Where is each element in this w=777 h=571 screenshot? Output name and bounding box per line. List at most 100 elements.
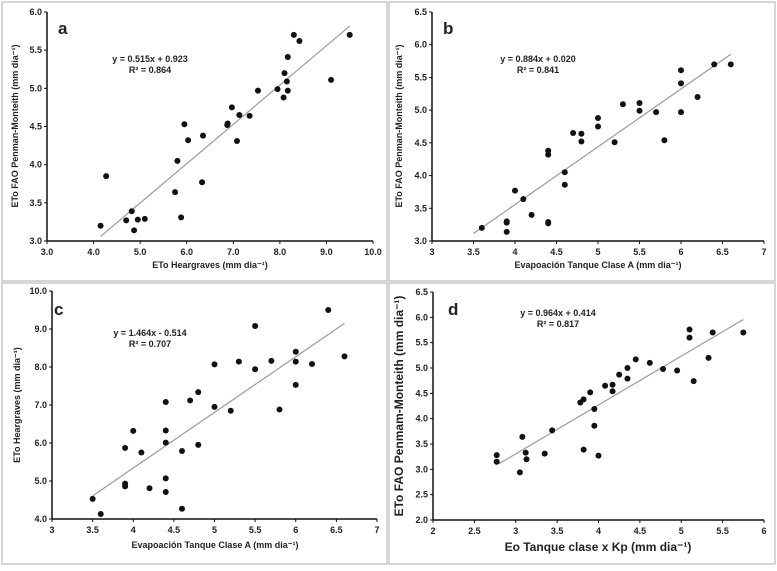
x-tick-label: 5 [212,525,217,535]
data-point [545,220,552,227]
x-tick-label: 6 [293,525,298,535]
data-point [280,94,287,101]
data-point [122,444,129,451]
x-tick-label: 5.5 [716,526,729,536]
data-point [281,70,288,77]
y-tick-label: 4.0 [34,514,47,524]
data-point [503,219,510,226]
data-point [709,329,716,336]
x-tick-label: 6 [678,247,683,257]
data-point [162,439,169,446]
x-tick-label: 3.0 [41,247,54,257]
x-tick-label: 6 [761,526,766,536]
data-point [678,80,684,87]
x-tick-label: 10.0 [364,247,382,257]
y-tick-label: 6.5 [415,287,428,297]
y-tick-label: 3.0 [414,236,427,246]
r-squared: R² = 0.707 [129,339,171,349]
y-tick-label: 4.0 [29,160,42,170]
data-point [727,61,734,68]
data-point [580,396,587,403]
regression-equation: y = 0.515x + 0.923 [112,54,188,64]
y-tick-label: 6.0 [414,40,427,50]
data-point [195,389,202,396]
y-tick-label: 9.0 [34,324,47,334]
trendline [498,318,744,465]
panel-letter: b [443,19,453,38]
data-point [103,173,110,180]
x-tick-label: 6.5 [716,247,729,257]
data-point [595,452,602,459]
data-point [97,511,104,518]
data-point [678,109,684,116]
y-tick-label: 5.5 [29,45,42,55]
x-tick-label: 3.5 [86,525,99,535]
data-point [624,375,631,382]
data-point [341,353,348,360]
panel-a: 3.0 4.0 5.0 6.0 7.0 8.0 9.0 10.0 3.0 3.5 4.0 4.5 5.0… [1,1,388,282]
data-point [97,222,104,229]
data-point [711,61,718,68]
data-point [178,214,185,221]
data-point [595,123,601,130]
data-point [123,217,130,224]
data-point [516,469,523,476]
data-point [519,433,526,440]
data-point [141,215,148,222]
data-point [284,87,291,94]
data-point [624,365,631,371]
data-point [541,450,548,457]
x-tick-label: 4 [131,525,136,535]
data-point [595,114,601,121]
data-point [660,366,667,373]
data-point [290,31,297,38]
data-point [236,112,243,119]
data-point [636,99,643,106]
y-tick-label: 4.0 [414,171,427,181]
trendline [473,53,732,235]
y-tick-label: 4.5 [29,122,42,132]
x-tick-label: 4.5 [634,526,647,536]
data-point [578,138,585,145]
x-tick-label: 3.5 [551,526,564,536]
data-point [493,452,500,459]
panel-border [1,282,388,565]
x-tick-label: 7 [374,525,379,535]
data-point [616,371,623,378]
x-tick-label: 5.0 [134,247,147,257]
data-point [591,422,598,429]
panel-d: 2 2.5 3 3.5 4 4.5 5 5.5 6 2.0 2.5 3.0 3.5 4.0 4.5 5.0 5.… [388,282,776,565]
x-tick-label: 3 [513,526,518,536]
data-point [325,307,332,313]
x-axis-label: ETo Heargraves (mm dia⁻¹) [152,260,268,270]
data-point [674,367,681,374]
data-point [162,427,169,434]
x-tick-label: 2.5 [468,526,481,536]
data-point [512,187,518,194]
y-tick-label: 5.5 [414,72,427,82]
data-point [522,449,529,456]
y-tick-label: 6.0 [415,312,428,322]
x-tick-label: 7.0 [227,247,240,257]
data-point [185,137,192,144]
data-point [122,483,129,490]
data-point [274,86,281,93]
y-tick-label: 5.0 [34,476,47,486]
data-point [252,366,259,373]
data-point [162,398,169,405]
y-tick-label: 6.0 [34,438,47,448]
data-point [224,120,231,127]
y-axis-label: ETo FAO Penman-Monteith (mm dia⁻¹) [394,44,404,207]
data-point [609,388,616,395]
x-tick-label: 5 [679,526,684,536]
data-point [195,441,202,448]
y-tick-label: 4.0 [415,414,428,424]
data-point [478,224,485,231]
panel-letter: d [448,300,458,319]
data-point [646,359,653,366]
x-tick-label: 6.5 [330,525,343,535]
data-point [128,208,135,215]
trendline [92,322,345,497]
data-point [89,495,96,502]
regression-equation: y = 1.464x - 0.514 [113,328,186,338]
